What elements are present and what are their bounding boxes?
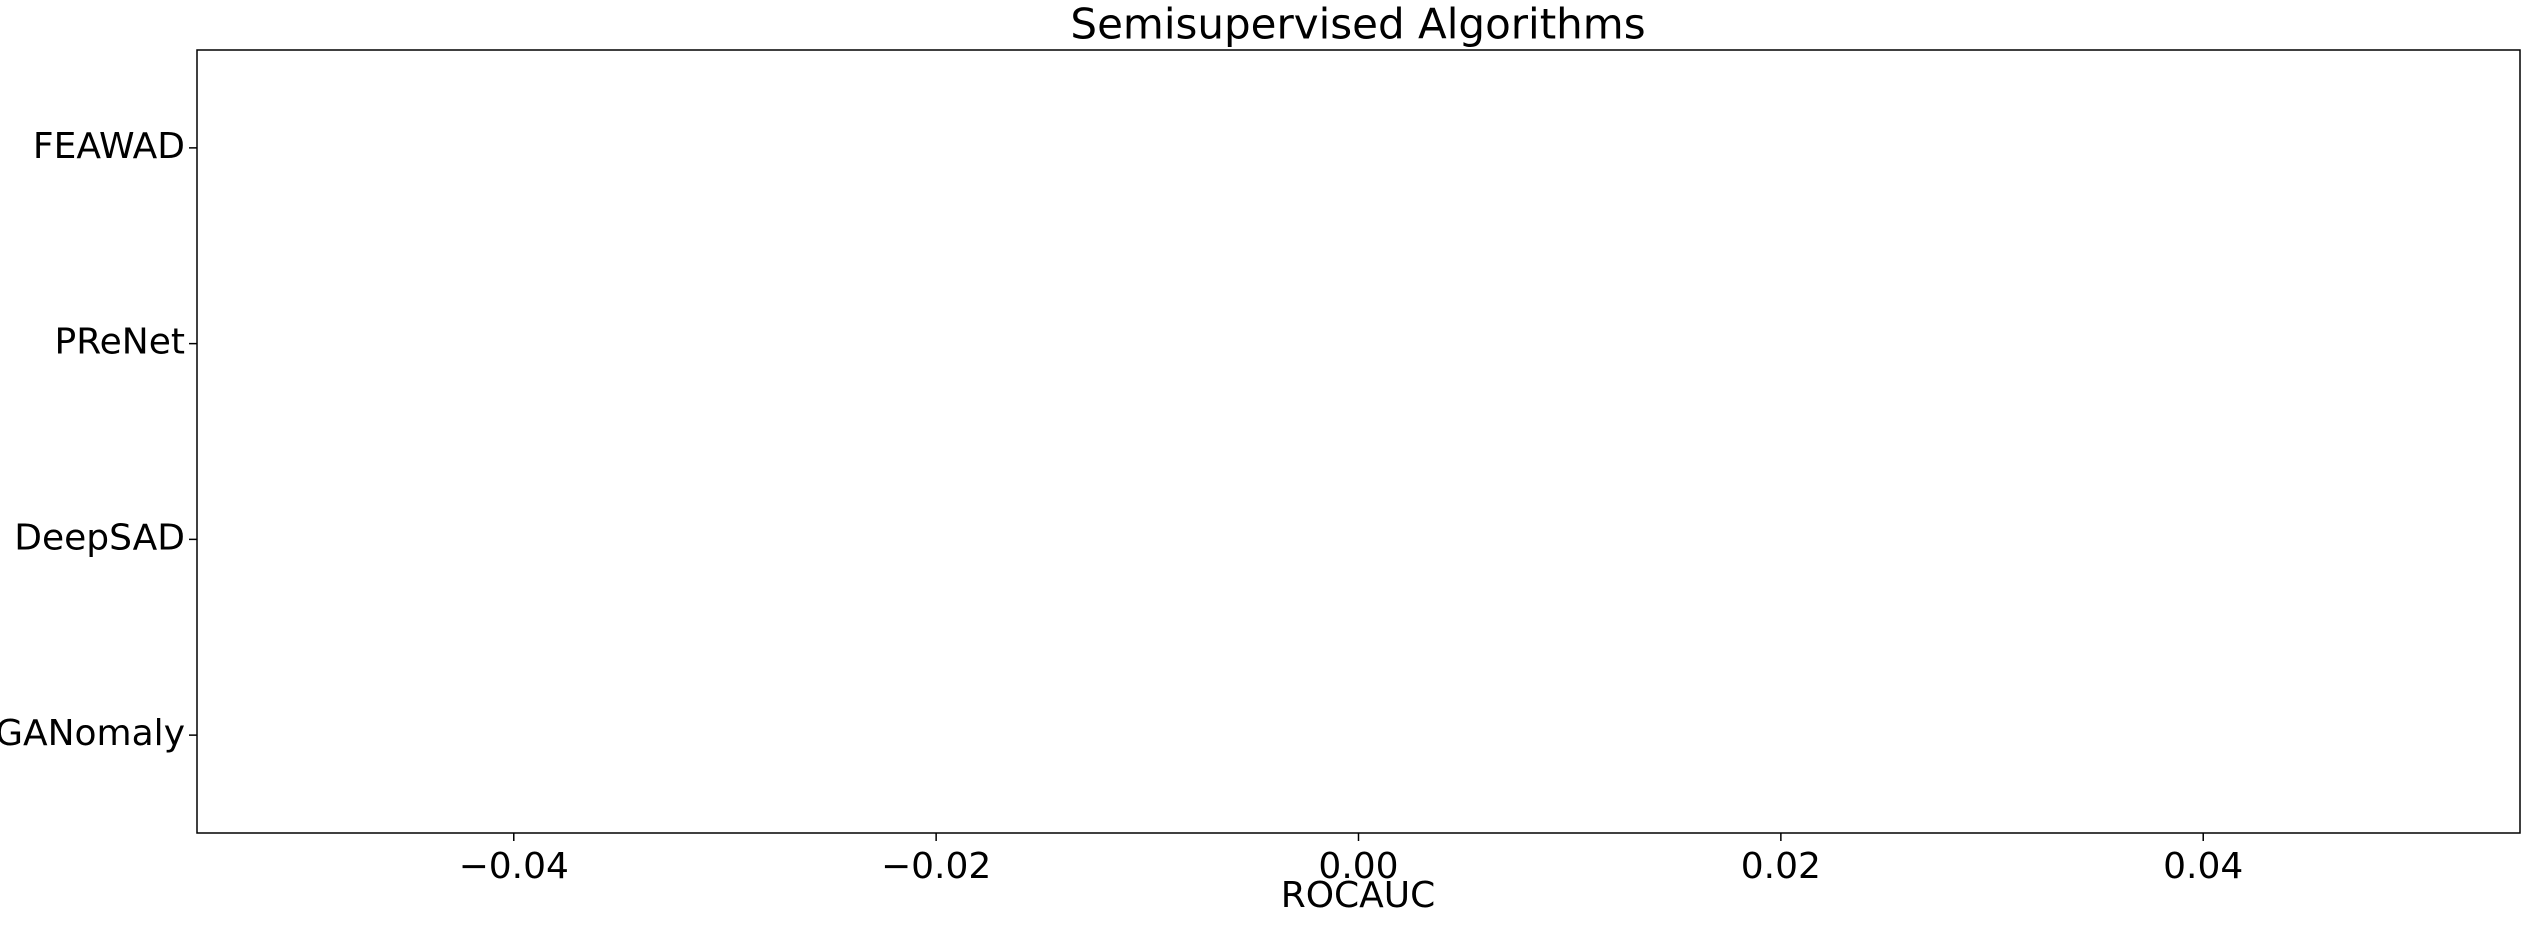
y-tick-label: FEAWAD — [33, 126, 185, 167]
y-tick-label: DeepSAD — [14, 517, 185, 558]
chart-title: Semisupervised Algorithms — [1070, 0, 1645, 49]
x-tick-label: 0.04 — [2163, 846, 2243, 887]
x-tick-label: 0.02 — [1741, 846, 1821, 887]
x-tick-label: −0.02 — [881, 846, 991, 887]
x-axis-label: ROCAUC — [1281, 875, 1436, 916]
x-tick-label: 0.00 — [1318, 846, 1398, 887]
y-tick-label: PReNet — [55, 322, 185, 363]
x-tick-label: −0.04 — [459, 846, 569, 887]
plot-frame — [196, 49, 2521, 834]
y-tick-label: GANomaly — [0, 713, 185, 754]
